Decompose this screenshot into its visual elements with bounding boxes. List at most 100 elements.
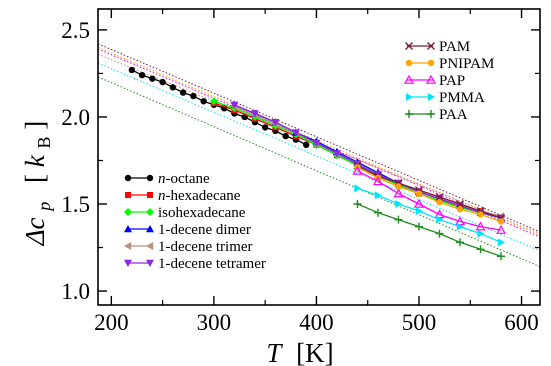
x-tick-label: 600 xyxy=(504,310,539,335)
data-point xyxy=(428,93,435,101)
data-point xyxy=(149,75,155,81)
legend-label-italic: n xyxy=(158,171,166,187)
legend: n-octanen-hexadecaneisohexadecane1-decen… xyxy=(124,39,494,272)
data-point xyxy=(354,184,361,192)
series xyxy=(129,67,310,148)
legend-entry: 1-decene trimer xyxy=(124,239,253,255)
legend-label: 1-decene tetramer xyxy=(158,256,266,272)
legend-label-text: PAA xyxy=(439,107,468,123)
legend-entry: n-hexadecane xyxy=(125,188,241,204)
legend-entry: PAP xyxy=(405,73,465,89)
legend-label: 1-decene dimer xyxy=(158,222,251,238)
y-tick-label: 1.5 xyxy=(61,192,90,217)
data-point xyxy=(477,245,485,253)
legend-entry: PAM xyxy=(406,39,471,55)
data-point xyxy=(435,230,443,238)
legend-label: isohexadecane xyxy=(158,205,246,221)
legend-label-italic: n xyxy=(158,188,166,204)
y-axis-unit-open: [ xyxy=(20,174,50,183)
legend-entry: PMMA xyxy=(406,90,485,106)
legend-label-text: 1-decene tetramer xyxy=(158,256,266,272)
legend-label-text: isohexadecane xyxy=(158,205,246,221)
data-point xyxy=(146,208,154,216)
data-point xyxy=(498,238,505,246)
data-point xyxy=(262,124,268,130)
series-line xyxy=(132,70,306,145)
data-point xyxy=(124,242,131,250)
data-point xyxy=(457,206,463,212)
legend-label: PAP xyxy=(439,73,465,89)
x-tick-label: 500 xyxy=(402,310,437,335)
legend-label: n-hexadecane xyxy=(158,188,241,204)
data-point xyxy=(436,199,442,205)
legend-label-text: PNIPAM xyxy=(439,56,494,72)
data-point xyxy=(282,133,288,139)
legend-entry: isohexadecane xyxy=(124,205,246,221)
legend-label: PNIPAM xyxy=(439,56,494,72)
data-point xyxy=(374,209,382,217)
y-axis-unit-close: ] xyxy=(20,121,50,130)
data-point xyxy=(353,200,361,208)
legend-label-text: PAM xyxy=(439,39,470,55)
y-tick-label: 1.0 xyxy=(61,279,90,304)
x-axis-symbol: T xyxy=(266,338,283,366)
legend-label-text: 1-decene dimer xyxy=(158,222,251,238)
data-point xyxy=(405,110,413,118)
legend-label: PAM xyxy=(439,39,470,55)
data-point xyxy=(125,192,131,198)
data-point xyxy=(129,67,135,73)
legend-entry: PNIPAM xyxy=(406,56,495,72)
y-axis-unit-k: k xyxy=(20,154,50,167)
data-point xyxy=(394,216,402,224)
legend-label: n-octane xyxy=(158,171,210,187)
legend-label-text: 1-decene trimer xyxy=(158,239,253,255)
data-point xyxy=(190,93,196,99)
legend-entry: 1-decene dimer xyxy=(124,222,251,238)
data-point xyxy=(416,190,422,196)
data-point xyxy=(147,175,153,181)
data-point xyxy=(498,218,504,224)
y-tick-label: 2.0 xyxy=(61,105,90,130)
legend-label: PMMA xyxy=(439,90,485,106)
legend-label: 1-decene trimer xyxy=(158,239,253,255)
data-point xyxy=(124,208,132,216)
data-point xyxy=(428,60,434,66)
data-point xyxy=(406,60,412,66)
legend-label: PAA xyxy=(439,107,468,123)
data-point xyxy=(477,211,483,217)
legend-entry: PAA xyxy=(405,107,468,123)
y-axis-symbol: Δc xyxy=(20,217,50,246)
x-tick-label: 300 xyxy=(197,310,232,335)
y-axis-unit-subscript: B xyxy=(34,136,54,148)
y-tick-label: 2.5 xyxy=(61,18,90,43)
data-point xyxy=(159,79,165,85)
data-point xyxy=(375,191,382,199)
data-point xyxy=(170,84,176,90)
data-point xyxy=(139,72,145,78)
y-axis-label: Δc p [ k B ] xyxy=(20,121,56,247)
data-point xyxy=(477,230,484,238)
data-point xyxy=(497,252,505,260)
y-axis-subscript: p xyxy=(34,202,54,213)
data-point xyxy=(180,89,186,95)
data-point xyxy=(406,93,413,101)
data-point xyxy=(415,223,423,231)
data-point xyxy=(200,98,206,104)
data-point xyxy=(146,242,153,250)
legend-label-text: PAP xyxy=(439,73,465,89)
x-axis-label: T [K] xyxy=(266,338,333,366)
legend-entry: n-octane xyxy=(125,171,210,187)
x-axis-unit: [K] xyxy=(296,338,333,366)
legend-label-suffix: -octane xyxy=(166,171,210,187)
data-point xyxy=(147,192,153,198)
x-tick-label: 200 xyxy=(94,310,129,335)
data-point xyxy=(416,207,423,215)
x-tick-label: 400 xyxy=(299,310,334,335)
data-point xyxy=(427,110,435,118)
legend-label-suffix: -hexadecane xyxy=(166,188,241,204)
data-point xyxy=(303,142,309,148)
legend-label-text: PMMA xyxy=(439,90,485,106)
data-point xyxy=(125,175,131,181)
legend-entry: 1-decene tetramer xyxy=(124,256,266,272)
